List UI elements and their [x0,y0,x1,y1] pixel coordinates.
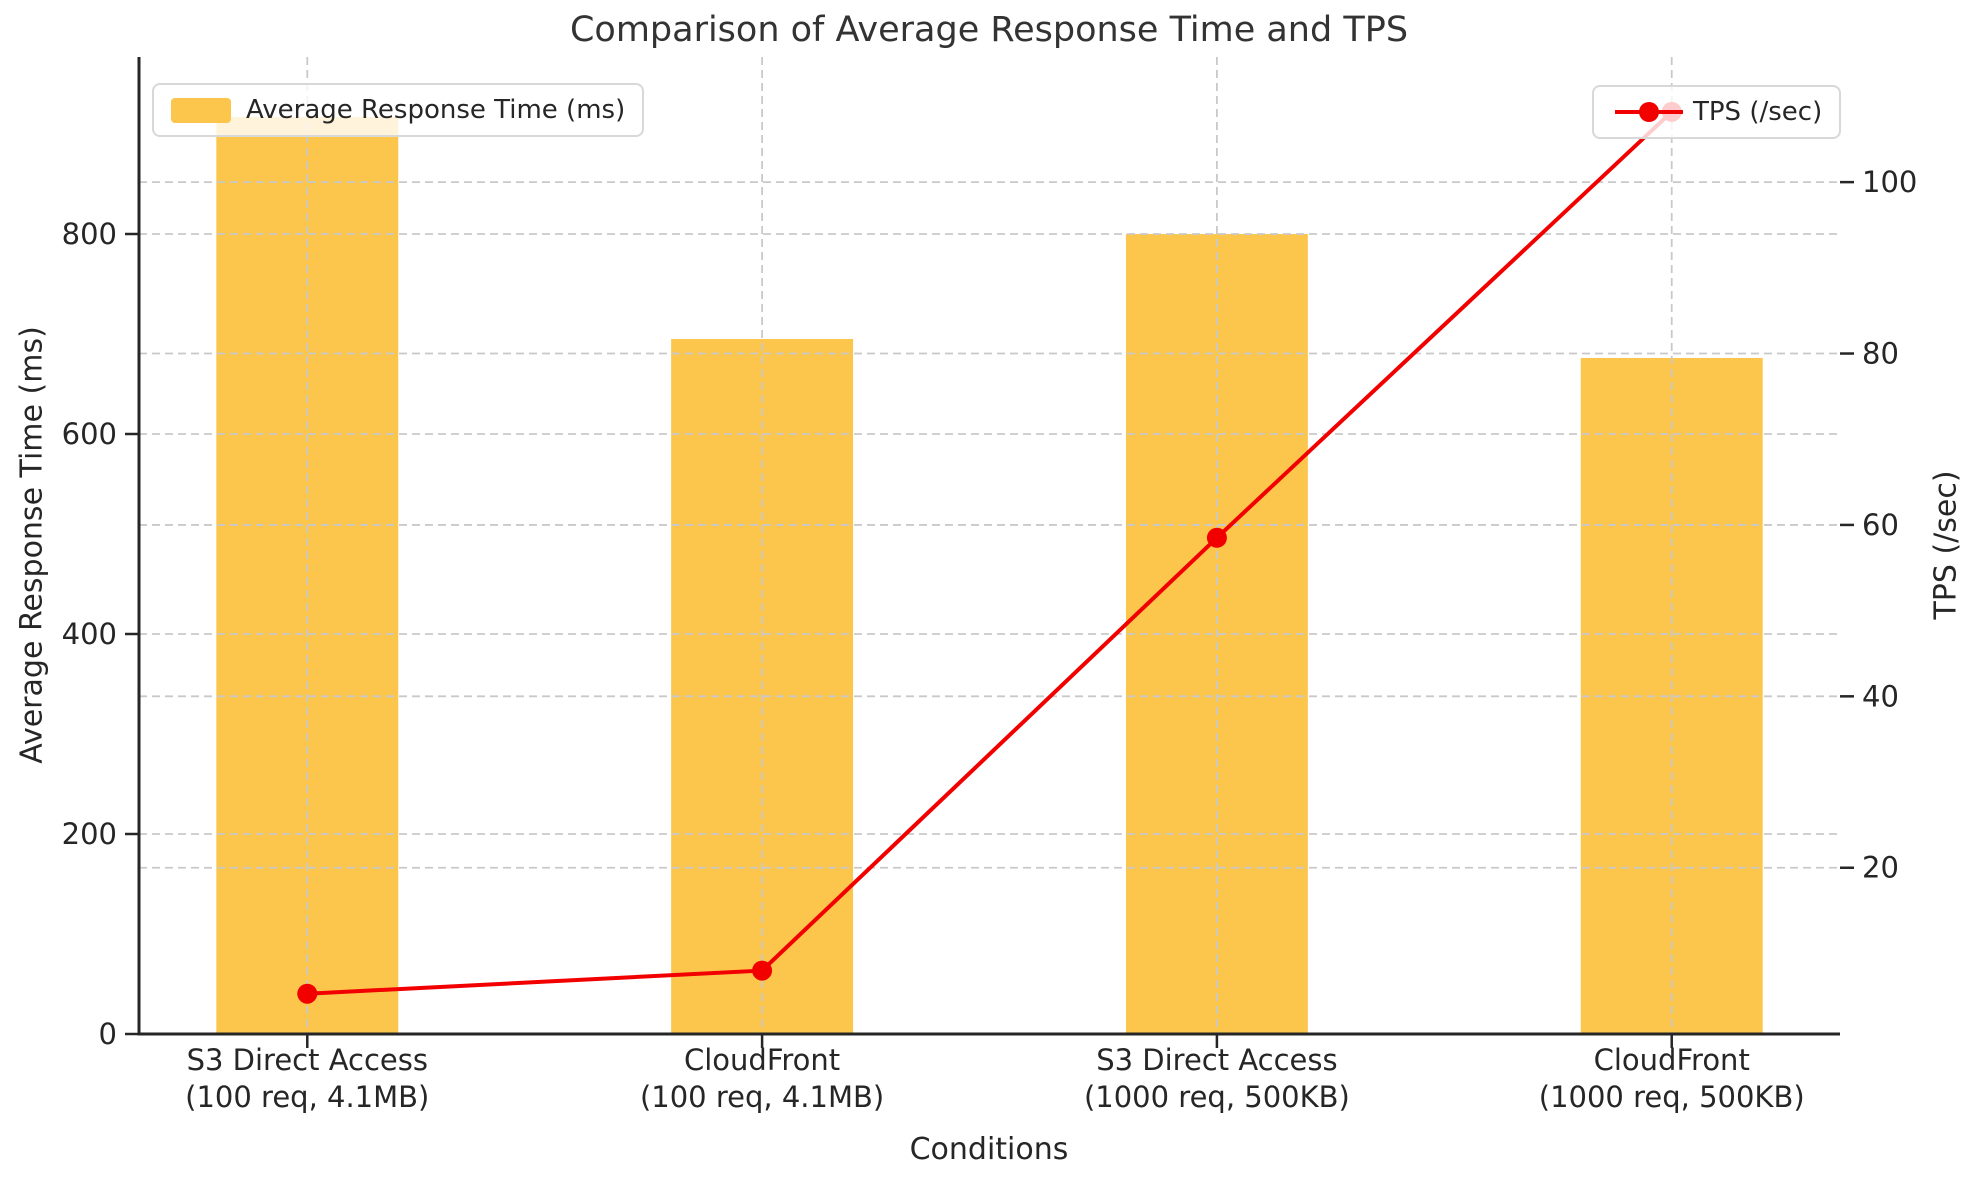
x-tick-label-line: (1000 req, 500KB) [1084,1080,1350,1114]
legend-tps: TPS (/sec) [1592,85,1842,139]
x-axis-label: Conditions [909,1132,1069,1167]
x-tick-label-line: S3 Direct Access [187,1043,428,1077]
line-legend-swatch [1615,102,1683,122]
chart-title: Comparison of Average Response Time and … [569,10,1409,50]
y-right-tick-label: 60 [1862,508,1899,542]
x-tick-label-line: (100 req, 4.1MB) [185,1080,429,1114]
x-tick-label-line: (1000 req, 500KB) [1539,1080,1805,1114]
legend-response-time-label: Average Response Time (ms) [246,95,626,125]
x-tick-label-line: CloudFront [1594,1043,1750,1077]
legend-tps-label: TPS (/sec) [1693,97,1823,127]
tps-marker-0 [297,983,318,1004]
x-tick-label: S3 Direct Access (1000 req, 500KB) [1084,1043,1350,1114]
x-tick-label: CloudFront (1000 req, 500KB) [1539,1043,1805,1114]
x-tick-label-line: (100 req, 4.1MB) [640,1080,884,1114]
bar-legend-swatch [171,97,231,123]
x-tick-label-line: CloudFront [684,1043,840,1077]
y-left-tick-label: 600 [62,417,117,451]
tps-marker-2 [1206,527,1227,548]
tps-marker-1 [752,960,773,981]
y-right-tick-label: 80 [1862,337,1899,371]
tps-line [307,110,1674,996]
y-left-tick-label: 400 [62,617,117,651]
line-swatch-marker [1639,102,1659,122]
y-right-tick-label: 100 [1862,165,1917,199]
y-left-tick-label: 0 [99,1017,117,1051]
y-right-axis-label: TPS (/sec) [1928,470,1964,620]
y-left-tick-label: 800 [62,217,117,251]
y-left-axis-label: Average Response Time (ms) [14,326,50,764]
x-tick-label: S3 Direct Access (100 req, 4.1MB) [185,1043,429,1114]
legend-response-time: Average Response Time (ms) [152,83,645,137]
x-tick-label: CloudFront (100 req, 4.1MB) [640,1043,884,1114]
y-left-tick-label: 200 [62,817,117,851]
y-right-tick-label: 40 [1862,679,1899,713]
x-tick-label-line: S3 Direct Access [1096,1043,1337,1077]
y-right-tick-label: 20 [1862,851,1899,885]
